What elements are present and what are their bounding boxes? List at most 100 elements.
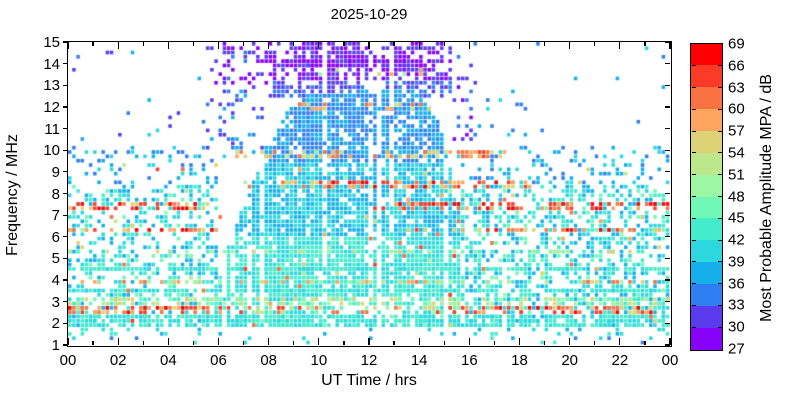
y-tick [665,127,670,130]
colorbar-tick [717,65,722,67]
colorbar-tick-label: 39 [728,253,745,271]
x-minor-tick [343,341,345,345]
y-tick-label: 11 [44,120,60,138]
y-tick [63,279,68,281]
x-tick-label: 08 [260,352,277,369]
colorbar-tick [717,108,722,110]
y-tick [63,84,68,86]
colorbar-tick [691,326,696,328]
x-minor-tick [242,42,245,46]
colorbar-tick-label: 45 [728,209,745,227]
x-major-tick [569,42,571,49]
y-tick-label: 2 [51,315,60,333]
x-major-tick [418,338,420,345]
x-minor-tick [92,42,94,46]
colorbar-tick [717,304,722,306]
y-tick [665,106,670,108]
colorbar-tick [717,174,722,176]
colorbar-tick-label: 33 [728,296,745,314]
x-tick-label: 00 [661,352,679,369]
colorbar-band [691,262,722,284]
y-tick [63,106,68,108]
y-tick-label: 13 [43,77,60,95]
colorbar-tick-label: 54 [728,144,745,162]
x-major-tick [318,42,320,49]
x-major-tick [669,338,671,345]
x-minor-tick [493,341,495,345]
x-tick-label: 22 [611,352,629,369]
colorbar-band [691,305,722,328]
x-major-tick [518,338,521,345]
x-major-tick [619,338,621,345]
colorbar-tick [691,261,696,263]
y-axis-label: Frequency / MHz [4,134,21,256]
x-major-tick [167,42,169,49]
x-minor-tick [293,42,295,46]
colorbar-tick-label: 63 [728,79,745,97]
colorbar-band [691,174,722,197]
y-tick [665,214,670,216]
colorbar-tick-label: 27 [728,340,745,358]
colorbar-tick [717,261,722,263]
x-major-tick [468,42,470,49]
x-minor-tick [393,341,395,345]
y-tick [665,257,670,260]
colorbar-tick [691,304,696,306]
colorbar-tick-label: 66 [728,57,745,75]
colorbar-tick [691,108,696,110]
x-minor-tick [393,42,395,46]
x-major-tick [418,42,420,49]
colorbar [690,42,723,351]
x-tick-label: 16 [460,352,478,369]
y-tick [63,149,68,151]
colorbar-tick [717,152,722,154]
x-minor-tick [594,341,596,345]
y-tick [63,192,68,195]
y-tick [665,344,670,346]
y-tick-label: 3 [51,293,60,311]
y-tick [665,149,670,151]
x-minor-tick [293,341,295,345]
colorbar-tick-label: 69 [728,35,745,53]
y-tick [63,257,68,260]
colorbar-tick [691,152,696,154]
x-minor-tick [92,341,94,345]
y-tick-label: 10 [43,142,60,160]
x-axis-label: UT Time / hrs [321,372,417,389]
x-tick-label: 18 [511,352,528,369]
colorbar-band [691,218,722,241]
y-tick-label: 12 [43,98,60,116]
colorbar-tick-label: 60 [728,100,745,118]
heatmap-canvas [68,42,670,345]
y-tick [63,322,68,324]
x-minor-tick [543,42,546,46]
x-major-tick [67,42,69,49]
colorbar-band [691,65,722,88]
y-tick [665,63,670,65]
colorbar-tick [691,174,696,176]
x-minor-tick [493,42,495,46]
colorbar-tick [691,196,696,197]
colorbar-tick-label: 57 [728,122,745,140]
x-tick-label: 12 [360,352,378,369]
x-tick-label: 06 [210,352,227,369]
y-tick [665,279,670,281]
y-tick [665,41,670,43]
colorbar-tick-label: 48 [728,188,745,205]
y-tick-label: 14 [43,55,60,73]
y-tick-label: 9 [51,163,60,181]
y-tick [63,344,68,346]
y-tick [63,236,68,238]
x-major-tick [117,338,119,345]
colorbar-tick [717,196,722,197]
colorbar-tick [717,130,722,132]
y-tick-label: 5 [51,250,60,268]
colorbar-band [691,43,722,66]
colorbar-band [691,196,722,219]
x-major-tick [368,338,370,345]
y-tick [63,63,68,65]
x-major-tick [318,338,320,345]
x-minor-tick [644,42,646,46]
y-tick [63,41,68,43]
colorbar-band [691,240,722,263]
